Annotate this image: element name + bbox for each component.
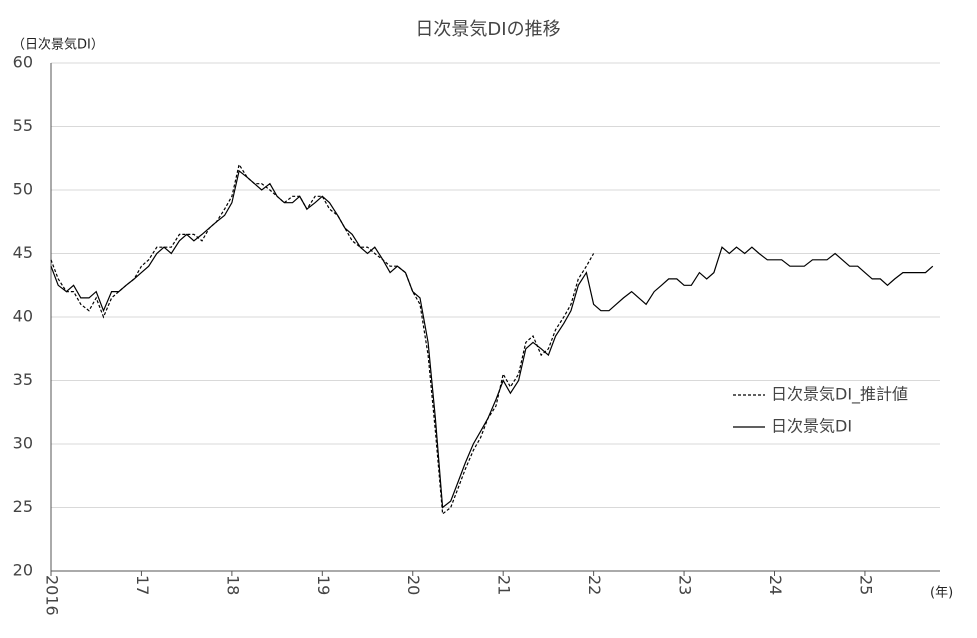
y-tick-label: 60 xyxy=(13,53,33,72)
legend-label: 日次景気DI_推計値 xyxy=(771,385,908,405)
y-tick-label: 25 xyxy=(13,497,33,516)
x-tick-label: 20 xyxy=(404,575,423,595)
y-tick-label: 20 xyxy=(13,561,33,580)
x-tick-label: 17 xyxy=(133,575,152,595)
legend-label: 日次景気DI xyxy=(771,417,852,436)
y-tick-label: 35 xyxy=(13,370,33,389)
y-tick-label: 30 xyxy=(13,434,33,453)
y-tick-label: 40 xyxy=(13,307,33,326)
x-tick-label: 23 xyxy=(676,575,695,595)
chart-title: 日次景気DIの推移 xyxy=(415,19,560,40)
x-tick-label: 22 xyxy=(585,575,604,595)
y-tick-label: 55 xyxy=(13,116,33,135)
series-line xyxy=(50,163,595,516)
series-line xyxy=(50,169,934,509)
y-axis-label: （日次景気DI） xyxy=(12,37,104,53)
x-axis-label: (年) xyxy=(930,586,953,601)
x-tick-label: 18 xyxy=(223,575,242,595)
y-tick-label: 45 xyxy=(13,243,33,262)
x-tick-label: 25 xyxy=(856,575,875,595)
x-tick-label: 2016 xyxy=(43,575,62,616)
x-tick-label: 21 xyxy=(495,575,514,595)
y-tick-label: 50 xyxy=(13,180,33,199)
x-tick-label: 24 xyxy=(766,575,785,595)
x-tick-label: 19 xyxy=(314,575,333,595)
